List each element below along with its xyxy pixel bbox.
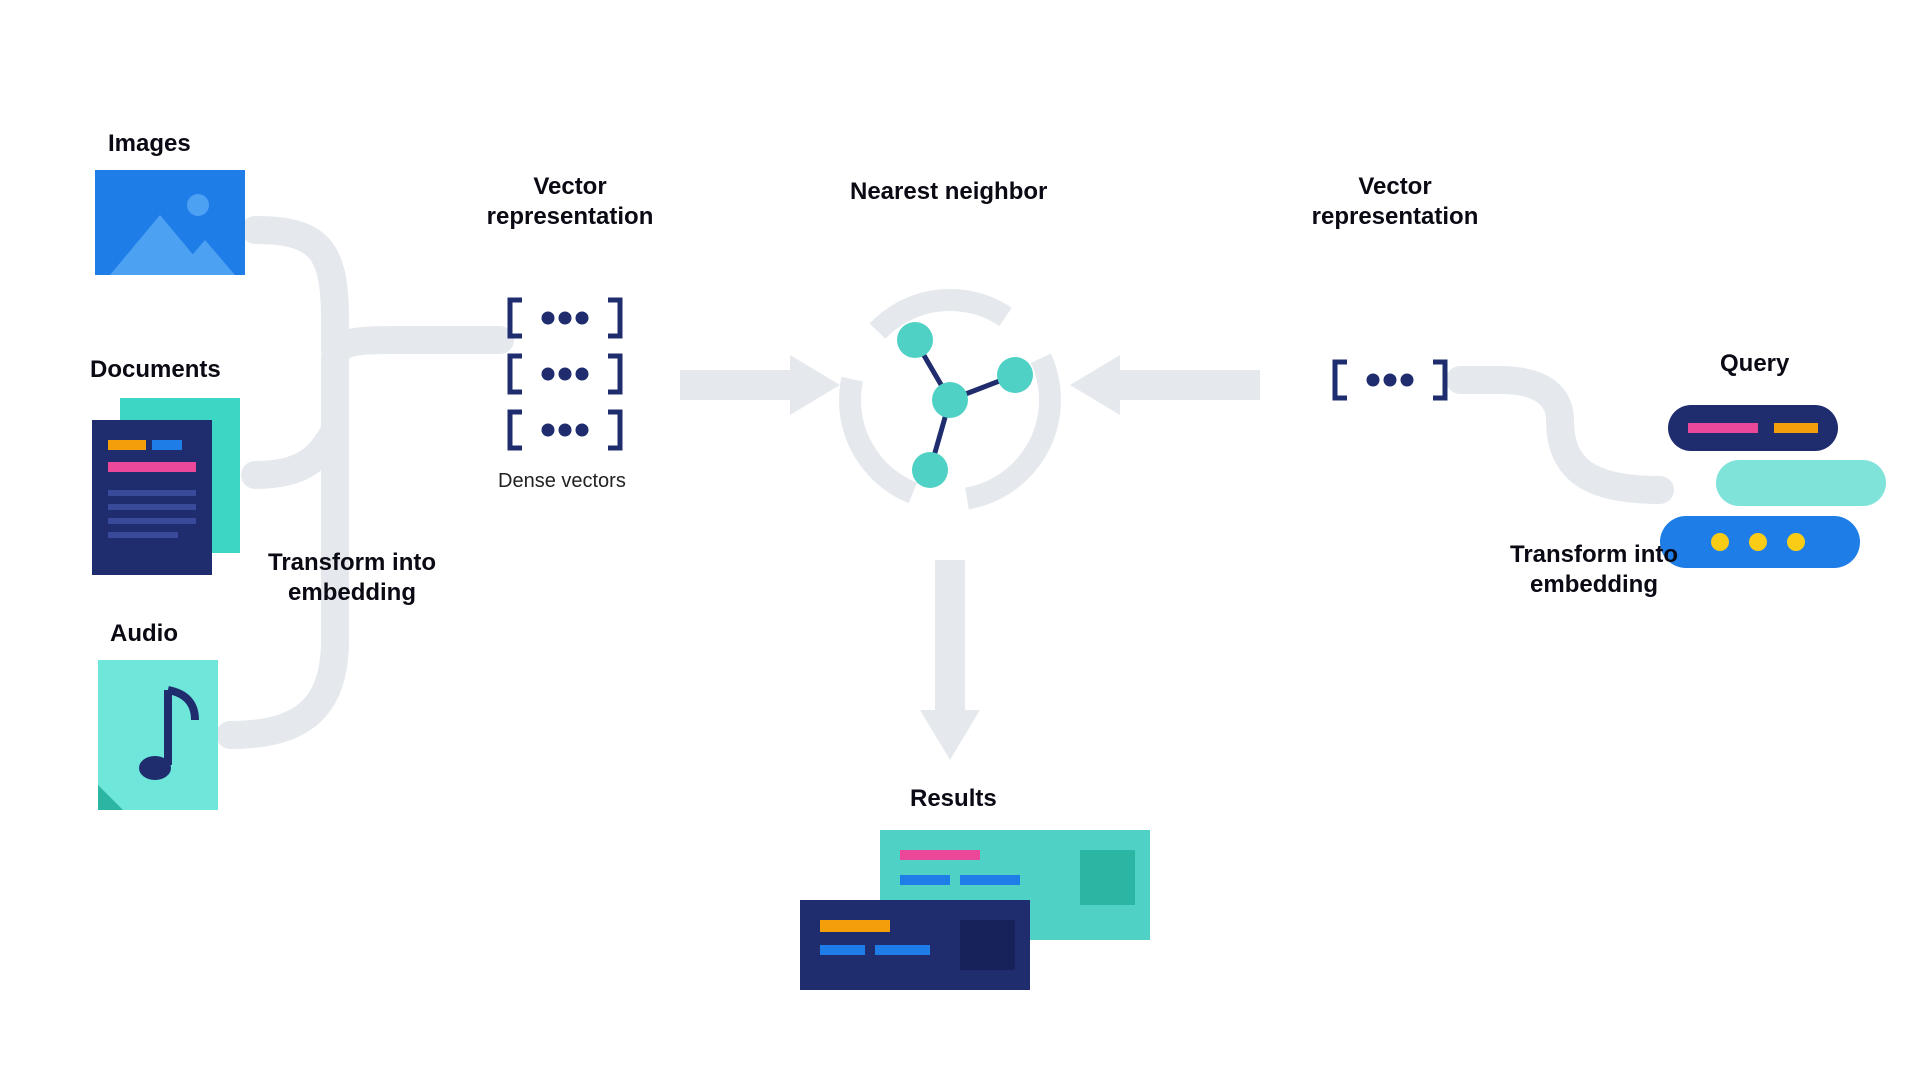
vector-brackets-left [510,300,620,448]
label-documents: Documents [90,356,221,384]
label-images: Images [108,130,191,158]
flow-path-query [1460,380,1660,490]
label-nearest-neighbor: Nearest neighbor [850,178,1047,206]
arrow-nn-to-results [920,560,980,760]
label-query: Query [1720,350,1789,378]
label-dense-vectors: Dense vectors [498,470,626,493]
flow-path-images [255,230,335,350]
label-vector-rep-right-l1: Vector [1358,173,1431,200]
label-vector-rep-right-l2: representation [1312,203,1479,230]
label-vector-rep-left: Vector representation [485,172,655,232]
label-audio: Audio [110,620,178,648]
audio-icon [98,660,218,810]
label-transform-right-l1: Transform into [1510,541,1678,568]
results-icon [800,830,1150,990]
label-transform-right: Transform into embedding [1510,540,1678,600]
label-vector-rep-left-l2: representation [487,203,654,230]
arrow-query-vectors-to-nn [1070,355,1260,415]
label-transform-right-l2: embedding [1530,571,1658,598]
flow-path-documents [255,340,500,475]
query-icon [1660,405,1886,568]
label-transform-left: Transform into embedding [268,548,436,608]
label-vector-rep-left-l1: Vector [533,173,606,200]
images-icon [95,170,245,275]
arrow-vectors-to-nn [680,355,840,415]
label-results: Results [910,785,997,813]
label-transform-left-l2: embedding [288,579,416,606]
nearest-neighbor-graph [850,300,1050,500]
vector-brackets-right [1335,362,1445,398]
label-transform-left-l1: Transform into [268,549,436,576]
label-vector-rep-right: Vector representation [1310,172,1480,232]
diagram-canvas: Images Documents Audio Transform into em… [0,0,1920,1080]
documents-icon [92,398,240,575]
